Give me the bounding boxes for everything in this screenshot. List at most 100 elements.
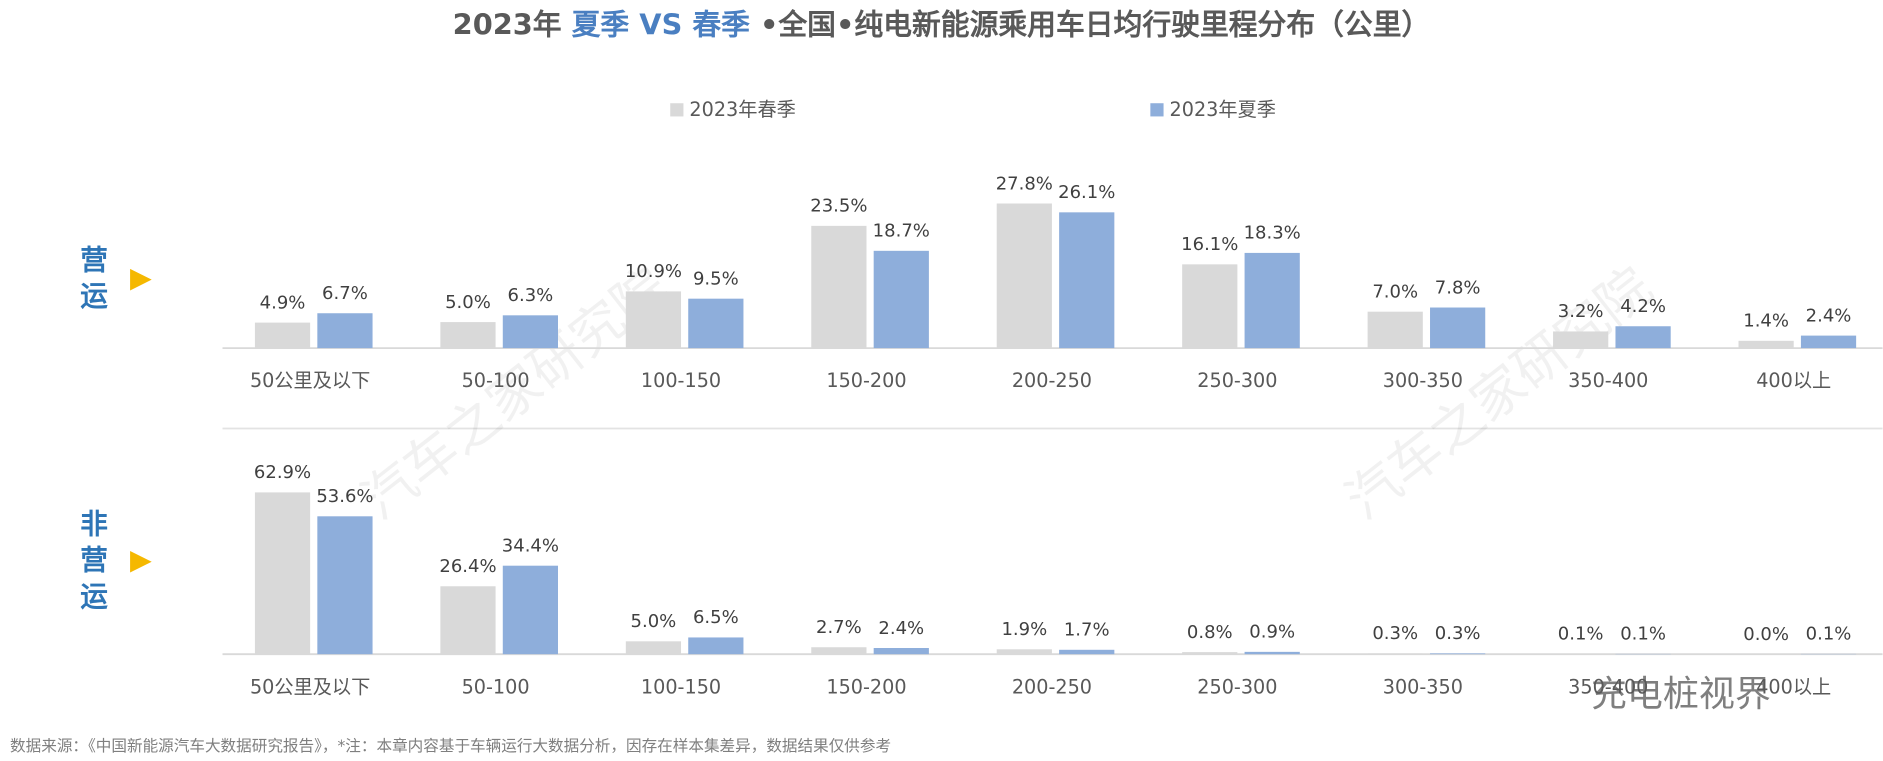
value-label: 0.1% bbox=[1806, 624, 1852, 645]
value-label: 23.5% bbox=[810, 196, 867, 217]
bar bbox=[254, 492, 311, 655]
value-label: 1.4% bbox=[1743, 311, 1789, 332]
x-tick-label: 200-250 bbox=[1012, 675, 1092, 698]
panel-char: 非 bbox=[80, 508, 108, 541]
value-label: 53.6% bbox=[316, 486, 373, 507]
bar bbox=[873, 250, 929, 349]
bar bbox=[1244, 651, 1300, 655]
value-label: 26.1% bbox=[1058, 182, 1115, 203]
bar bbox=[254, 322, 311, 349]
title-part: VS bbox=[639, 7, 682, 41]
chart-title: 2023年 夏季 VS 春季 •全国•纯电新能源乘用车日均行驶里程分布（公里） bbox=[453, 7, 1431, 41]
bar bbox=[1182, 264, 1238, 349]
panel-label: 营运 bbox=[80, 244, 108, 313]
legend-swatch bbox=[670, 103, 684, 117]
x-tick-label: 100-150 bbox=[641, 675, 721, 698]
bar bbox=[873, 647, 929, 655]
bar bbox=[317, 516, 373, 655]
value-label: 62.9% bbox=[254, 462, 311, 483]
x-tick-label: 250-300 bbox=[1197, 675, 1277, 698]
x-tick-label: 50-100 bbox=[462, 675, 530, 698]
panel-label: 非营运 bbox=[80, 508, 108, 613]
panel-char: 运 bbox=[80, 280, 108, 313]
panel-char: 运 bbox=[80, 580, 108, 613]
value-label: 0.3% bbox=[1435, 623, 1481, 644]
value-label: 1.9% bbox=[1001, 619, 1047, 640]
bar bbox=[996, 203, 1052, 349]
value-label: 3.2% bbox=[1558, 301, 1604, 322]
x-tick-label: 250-300 bbox=[1197, 369, 1277, 392]
value-label: 5.0% bbox=[445, 292, 491, 313]
value-label: 4.2% bbox=[1620, 296, 1666, 317]
x-tick-label: 350-400 bbox=[1568, 675, 1648, 698]
value-label: 0.3% bbox=[1372, 623, 1418, 644]
bar bbox=[1059, 649, 1115, 655]
x-tick-label: 50公里及以下 bbox=[250, 675, 370, 698]
bar bbox=[1738, 340, 1794, 349]
x-tick-label: 50-100 bbox=[462, 369, 530, 392]
bar bbox=[1182, 652, 1238, 655]
legend-swatch bbox=[1150, 103, 1164, 117]
value-label: 27.8% bbox=[996, 173, 1053, 194]
panel-arrow bbox=[130, 268, 152, 291]
source-note: 数据来源：《中国新能源汽车大数据研究报告》，*注：本章内容基于车辆运行大数据分析… bbox=[10, 737, 891, 755]
x-tick-label: 400以上 bbox=[1756, 369, 1831, 392]
x-tick-label: 100-150 bbox=[641, 369, 721, 392]
value-label: 6.3% bbox=[508, 285, 554, 306]
x-tick-label: 300-350 bbox=[1383, 675, 1463, 698]
bar bbox=[1059, 212, 1115, 349]
x-tick-label: 150-200 bbox=[826, 369, 906, 392]
panel-char: 营 bbox=[80, 244, 108, 277]
bar bbox=[811, 647, 867, 655]
value-label: 0.1% bbox=[1620, 624, 1666, 645]
panel-char: 营 bbox=[80, 544, 108, 577]
value-label: 2.7% bbox=[816, 617, 862, 638]
title-part: 春季 bbox=[692, 7, 750, 41]
title-part: 2023年 bbox=[453, 7, 562, 41]
bar bbox=[440, 586, 496, 655]
bar bbox=[1615, 326, 1671, 349]
bar bbox=[1244, 252, 1300, 349]
value-label: 0.0% bbox=[1743, 624, 1789, 645]
value-label: 6.7% bbox=[322, 283, 368, 304]
bar bbox=[1430, 307, 1486, 349]
x-tick-label: 400以上 bbox=[1756, 675, 1831, 698]
value-label: 10.9% bbox=[625, 261, 682, 282]
value-label: 4.9% bbox=[260, 292, 306, 313]
bar bbox=[1553, 331, 1609, 349]
value-label: 0.8% bbox=[1187, 622, 1233, 643]
value-label: 7.8% bbox=[1435, 277, 1481, 298]
bar bbox=[688, 298, 744, 349]
bar bbox=[502, 565, 558, 655]
value-label: 18.3% bbox=[1244, 223, 1301, 244]
value-label: 0.1% bbox=[1558, 624, 1604, 645]
value-label: 26.4% bbox=[439, 556, 496, 577]
bar bbox=[625, 641, 682, 655]
x-tick-label: 150-200 bbox=[826, 675, 906, 698]
value-label: 7.0% bbox=[1372, 281, 1418, 302]
bar bbox=[1430, 653, 1486, 655]
value-label: 2.4% bbox=[1806, 305, 1852, 326]
value-label: 5.0% bbox=[631, 611, 677, 632]
legend-label: 2023年夏季 bbox=[1170, 98, 1276, 121]
watermark: 充电桩视界 bbox=[1591, 674, 1771, 715]
value-label: 1.7% bbox=[1064, 620, 1110, 641]
value-label: 0.9% bbox=[1249, 622, 1295, 643]
bar bbox=[811, 225, 867, 349]
x-tick-label: 200-250 bbox=[1012, 369, 1092, 392]
legend-label: 2023年春季 bbox=[689, 98, 795, 121]
value-label: 9.5% bbox=[693, 268, 739, 289]
title-part: 夏季 bbox=[572, 7, 630, 41]
value-label: 16.1% bbox=[1181, 234, 1238, 255]
bar bbox=[1367, 311, 1423, 349]
x-tick-label: 50公里及以下 bbox=[250, 369, 370, 392]
x-tick-label: 300-350 bbox=[1383, 369, 1463, 392]
value-label: 2.4% bbox=[878, 618, 924, 639]
bar bbox=[1367, 653, 1423, 655]
x-tick-label: 350-400 bbox=[1568, 369, 1648, 392]
panel-arrow bbox=[130, 550, 152, 573]
value-label: 6.5% bbox=[693, 607, 739, 628]
bar bbox=[317, 313, 373, 349]
title-part: •全国•纯电新能源乘用车日均行驶里程分布（公里） bbox=[760, 7, 1430, 41]
